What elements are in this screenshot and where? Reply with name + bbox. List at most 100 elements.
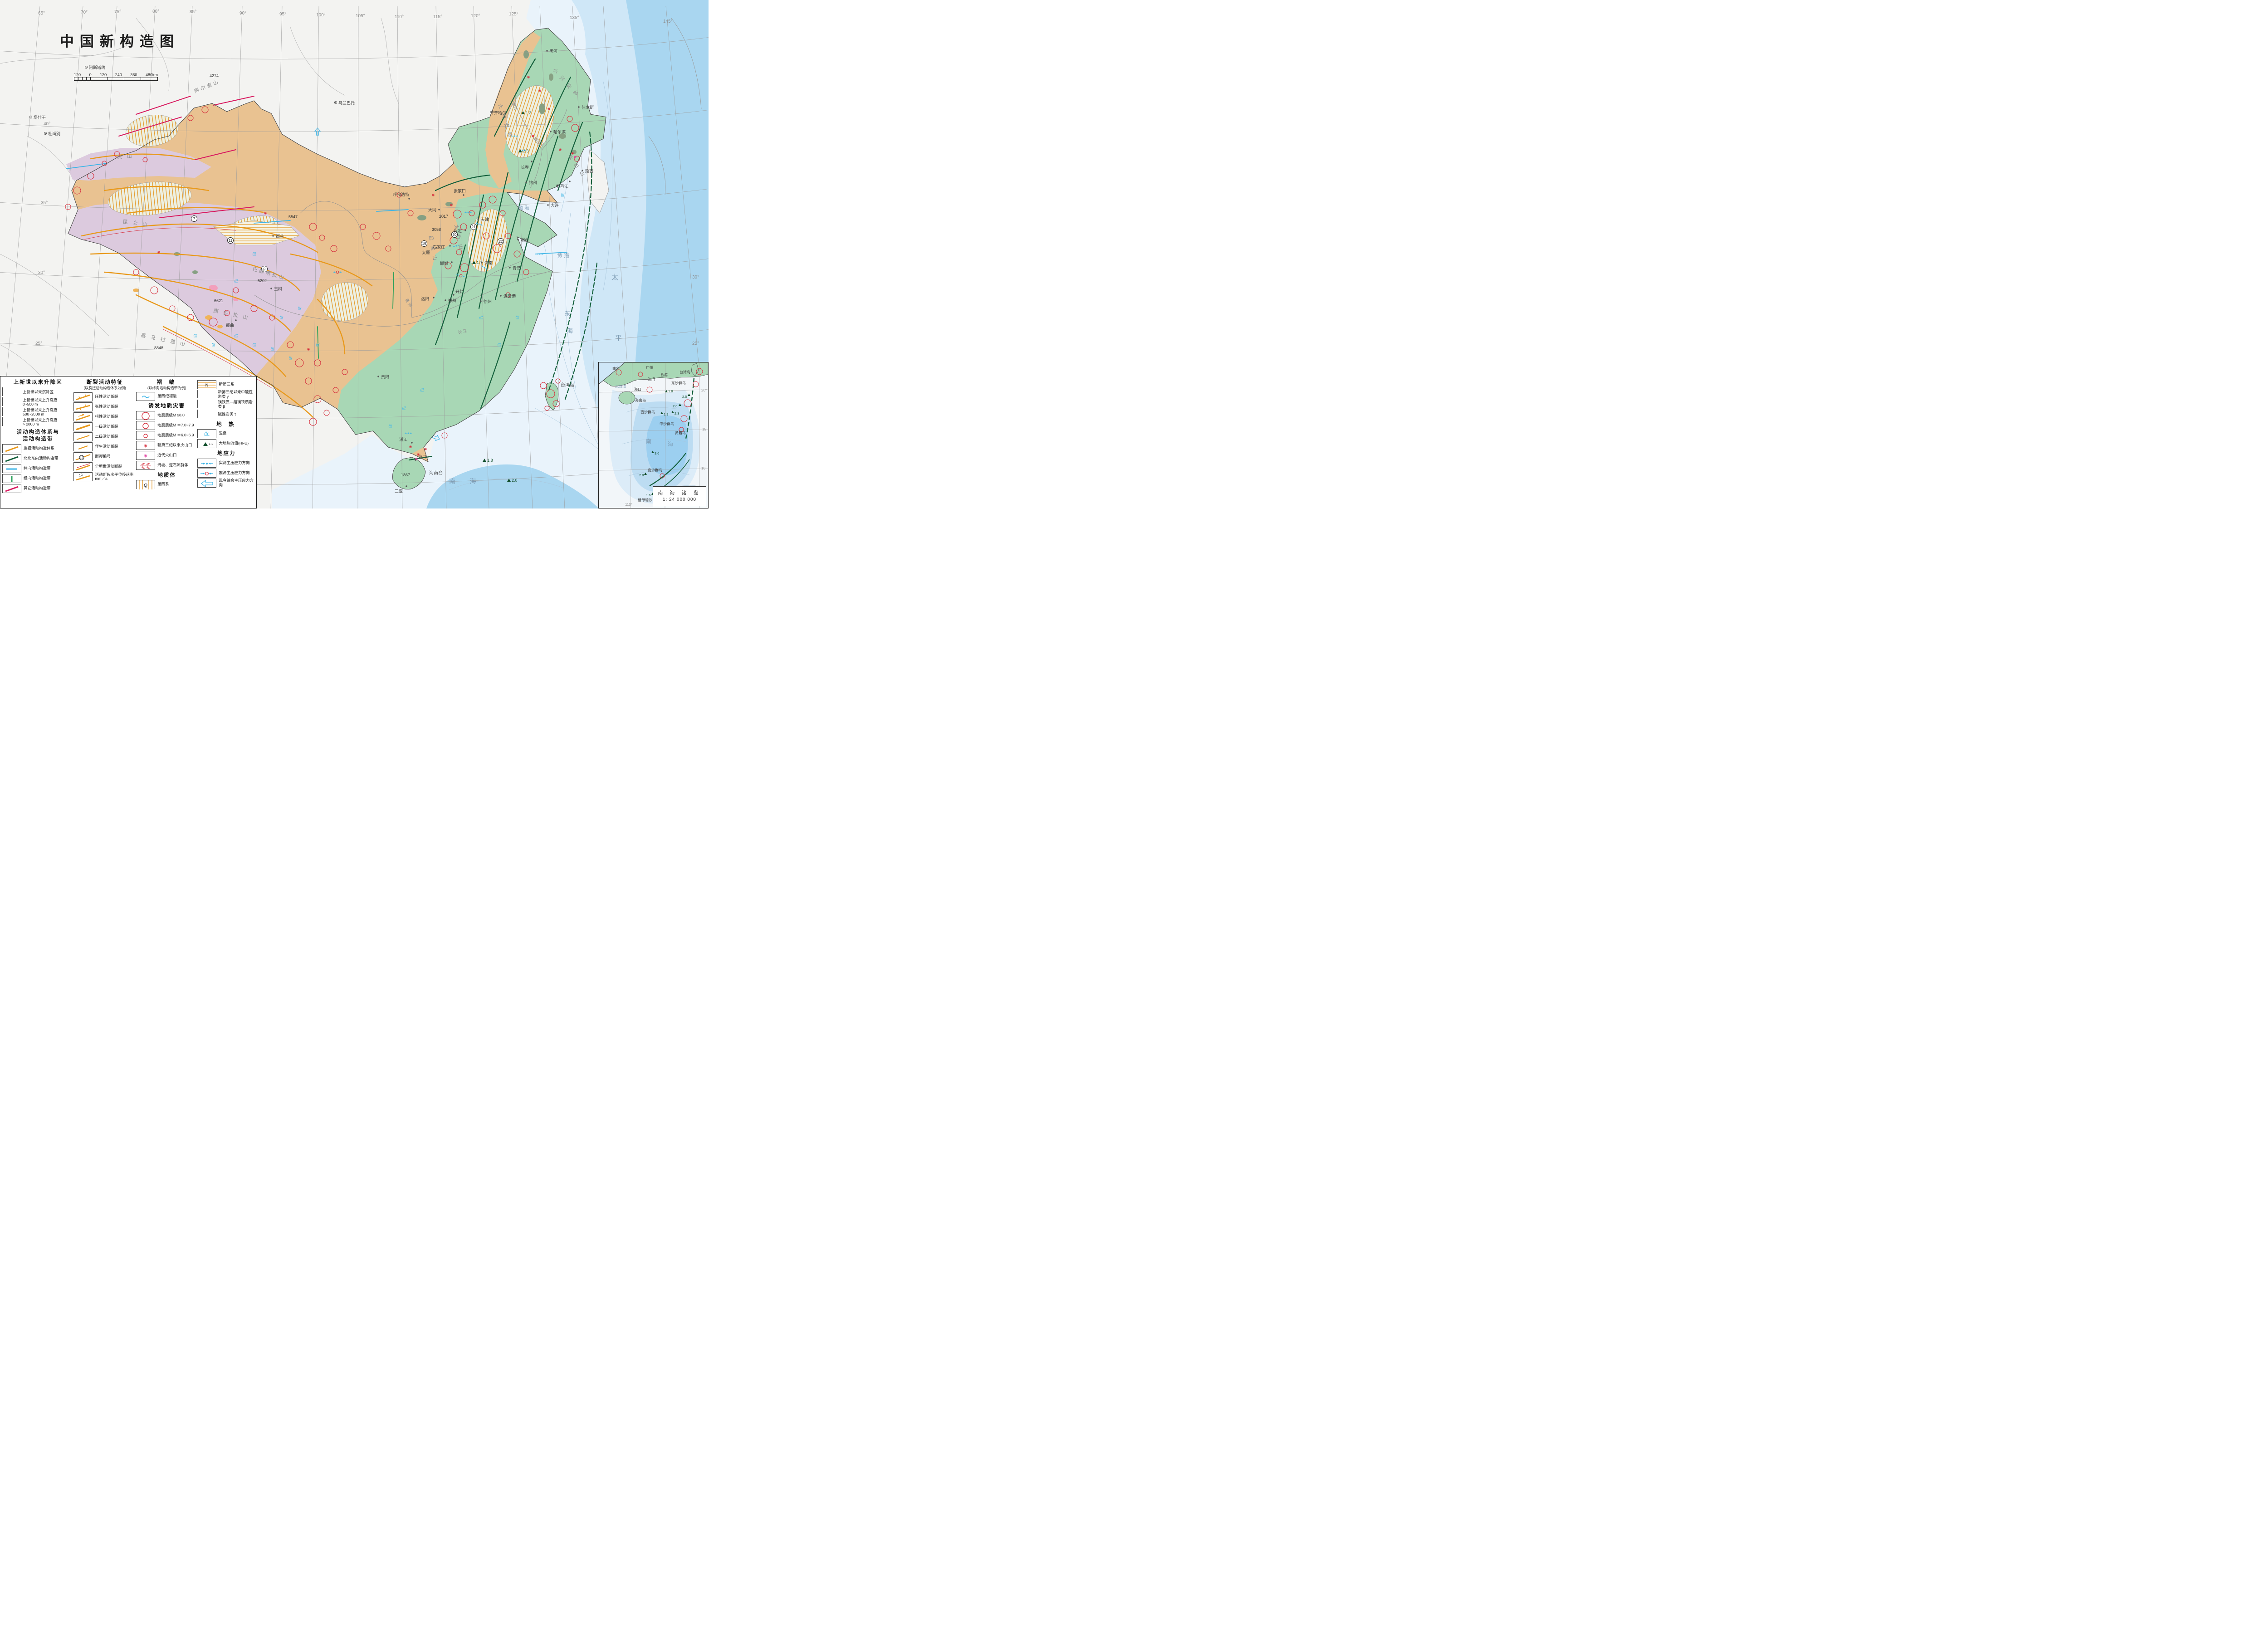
legend-label: 上新世以来上升高度 [23, 407, 58, 412]
svg-text:佳木斯: 佳木斯 [582, 105, 594, 110]
inset-label: 中沙群岛 [660, 421, 674, 426]
legend-header: 地应力 [217, 451, 236, 457]
inset-label: 黄岩岛 [675, 430, 686, 435]
svg-text:110°: 110° [395, 15, 404, 20]
legend-item: 其它活动构造带 [2, 484, 73, 494]
svg-text:65°: 65° [38, 11, 45, 16]
svg-text:80°: 80° [152, 9, 159, 14]
svg-text:邯郸: 邯郸 [440, 261, 448, 266]
svg-text:开封: 开封 [455, 289, 464, 294]
legend-label: 一级活动断裂 [95, 424, 118, 429]
hfu-value: 1.7 [477, 260, 483, 265]
fault-number-markers: 7 9 11 19 20 21 22 [191, 215, 504, 272]
svg-text:40°: 40° [44, 122, 50, 127]
svg-text:25°: 25° [35, 341, 42, 346]
svg-text:杜尚别: 杜尚别 [48, 131, 60, 136]
legend-label: 滑坡、泥石流群体 [157, 462, 188, 467]
alkaline-rock-swatch [197, 410, 199, 418]
legend-header: 诱发地质灾害 [148, 403, 186, 409]
fault-number-symbol: 12 [80, 457, 84, 460]
inset-label: 南宁 [612, 366, 620, 371]
inset-hfu: 2.5 [682, 395, 687, 399]
legend-label: 0~500 m [23, 402, 38, 407]
svg-text:1867: 1867 [401, 473, 410, 477]
scale-bar: 120 0 120 240 360 480km [74, 73, 158, 81]
svg-text:5202: 5202 [258, 279, 267, 283]
legend-item: 10 活动断裂水平位移速率 mm／a [73, 472, 136, 482]
fault-number: 9 [264, 267, 266, 271]
scale-tick: 120 [74, 73, 81, 77]
svg-text:太原: 太原 [422, 250, 430, 255]
svg-text:海: 海 [567, 328, 573, 334]
legend-item: 经向活动构造带 [2, 474, 73, 484]
scale-tick: 120 [100, 73, 107, 77]
legend-label: > 2000 m [23, 422, 39, 427]
svg-text:120°: 120° [471, 14, 480, 19]
legend-label: 地震震级M ＝7.0~7.9 [157, 422, 194, 427]
legend-item: 第四纪褶皱 [136, 392, 198, 401]
legend-header: 地质体 [157, 472, 176, 478]
inset-sea-label: 海 [668, 440, 673, 447]
svg-text:海口: 海口 [418, 454, 426, 459]
svg-text:太: 太 [611, 274, 618, 281]
svg-text:8848: 8848 [154, 346, 163, 350]
uplift-500-2000-swatch [2, 407, 3, 416]
slip-rate-symbol: 10 [79, 474, 83, 478]
svg-text:30°: 30° [38, 270, 45, 275]
hfu-value: 1.8 [487, 458, 493, 463]
inset-sea-label: 南 [646, 438, 651, 445]
earthquake-epicenters [65, 106, 580, 439]
legend-label: 张性活动断裂 [95, 404, 118, 409]
legend-header: 活动构造体系与 [16, 430, 59, 435]
legend-label: 全新世活动断裂 [95, 464, 122, 469]
svg-text:延吉: 延吉 [585, 168, 593, 173]
rivers [254, 99, 567, 327]
inset-grid-label: 20° [701, 388, 707, 392]
elevation-labels: 4274 8848 6621 5202 5547 3058 2017 1867 [154, 73, 448, 477]
inset-label: 海口 [634, 387, 641, 391]
map-sheet: 1.3 2.3 1.7 1.8 2.0 7 9 11 19 20 21 22 6… [0, 0, 709, 508]
svg-text:黑河: 黑河 [549, 49, 557, 54]
fault-number: 20 [453, 233, 457, 237]
svg-text:25°: 25° [692, 341, 699, 346]
inset-grid-label: 10 [701, 466, 705, 470]
legend-item: 地震震级M ＝6.0~6.9 [136, 430, 198, 440]
svg-text:85°: 85° [190, 10, 196, 15]
svg-text:贵阳: 贵阳 [381, 374, 389, 379]
svg-text:乌兰巴托: 乌兰巴托 [338, 100, 355, 105]
legend-label: 碱性岩类 τ [218, 412, 236, 417]
legend-header: 上新世以来升降区 [13, 380, 63, 385]
china-boundary [68, 28, 606, 463]
legend-label: 其它活动构造带 [24, 486, 51, 491]
legend-item: 1.2 大地热流值(HFU) [197, 439, 255, 449]
svg-text:哈尔滨: 哈尔滨 [553, 129, 566, 134]
graticule-labels: 65° 70° 75° 80° 85° 90° 95° 100° 105° 110° 11… [35, 9, 699, 411]
fault-number: 22 [499, 240, 503, 244]
legend-label: 纬向活动构造带 [24, 466, 51, 471]
legend-item: 12 断裂编号 [73, 452, 136, 462]
svg-text:5547: 5547 [288, 215, 298, 219]
legend-item: 地震震级M ＝7.0~7.9 [136, 420, 198, 430]
svg-text:牡丹江: 牡丹江 [556, 184, 568, 189]
svg-text:玉树: 玉树 [274, 286, 282, 291]
svg-text:齐齐哈尔: 齐齐哈尔 [490, 110, 506, 115]
legend-subheader: (以纬向活动构造带为例) [147, 386, 186, 391]
legend-label: 扭性活动断裂 [95, 414, 118, 419]
legend-header: 地 热 [216, 422, 237, 427]
legend-label: 新第三系 [219, 382, 235, 387]
inset-label: 香港 [660, 372, 668, 377]
inset-label: 广州 [646, 365, 653, 370]
legend-label: 镁铁质—超镁铁质岩类 β [218, 400, 253, 409]
svg-text:4274: 4274 [210, 73, 219, 78]
legend-col-uplift: 上新世以来升降区 上新世以来沉降区 上新世以来上升高度 0~500 m 上新世以来… [2, 378, 73, 507]
svg-text:那曲: 那曲 [226, 323, 234, 328]
inset-hfu: 2.0 [673, 404, 677, 408]
legend-item: N 新第三系 [197, 380, 255, 390]
svg-text:115°: 115° [433, 15, 442, 20]
scale-tick: 360 [130, 73, 137, 77]
inset-label: 西沙群岛 [640, 410, 655, 414]
legend-label: 上新世以来沉降区 [23, 390, 54, 395]
svg-text:大连: 大连 [551, 203, 559, 208]
svg-text:青岛: 青岛 [513, 265, 521, 270]
svg-text:台湾岛: 台湾岛 [561, 382, 574, 388]
